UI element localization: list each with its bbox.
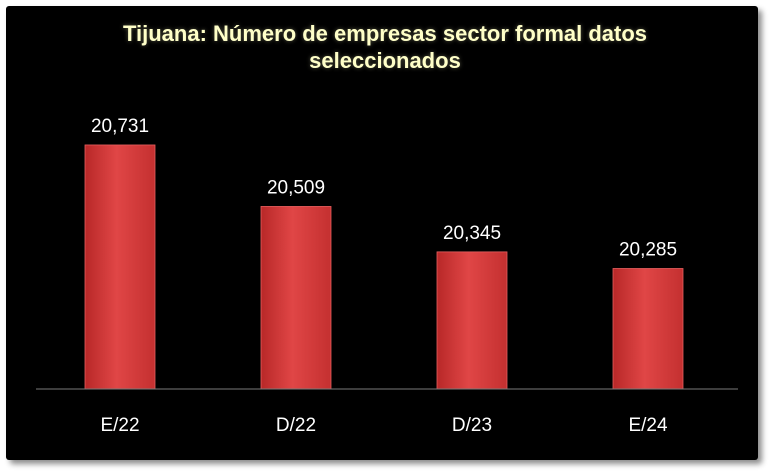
bar-labels: 20,731 E/22 20,509 D/22 20,345 D/23 20,285 E/24 [91, 116, 677, 436]
bar-e-22 [84, 144, 156, 390]
x-tick-label: D/22 [276, 415, 316, 436]
x-tick-label: E/22 [100, 415, 139, 436]
data-label: 20,345 [443, 223, 501, 244]
bar-e-24 [612, 268, 684, 390]
data-label: 20,731 [91, 116, 149, 137]
x-tick-label: D/23 [452, 415, 492, 436]
chart-title-line-2: seleccionados [309, 48, 461, 73]
data-label: 20,285 [619, 240, 677, 261]
x-tick-label: E/24 [628, 415, 668, 436]
data-label: 20,509 [267, 177, 325, 198]
bar-d-23 [436, 251, 508, 390]
chart-title-line-1: Tijuana: Número de empresas sector forma… [122, 21, 648, 46]
chart-title: Tijuana: Número de empresas sector forma… [0, 20, 770, 74]
bar-d-22 [260, 206, 332, 390]
bar-series [84, 144, 684, 390]
